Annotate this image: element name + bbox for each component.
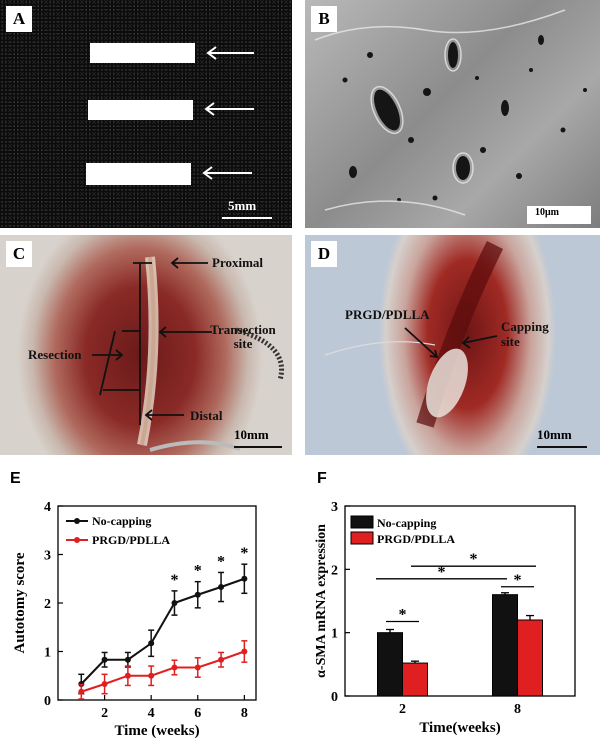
y-axis-label: α-SMA mRNA expression: [314, 524, 329, 678]
y-tick-label: 3: [44, 549, 51, 564]
data-point: [241, 648, 248, 655]
distal-annotation: Distal: [190, 408, 223, 423]
panel-c-scale-label: 10mm: [234, 427, 269, 442]
panel-b: B 10μm: [305, 0, 600, 228]
data-point: [78, 688, 85, 695]
data-point: [171, 600, 178, 606]
legend-marker: [74, 537, 80, 543]
significance-star: *: [470, 551, 478, 568]
arrows-overlay: [202, 46, 272, 219]
series-line-2: [80, 650, 245, 693]
scaffold-strip-1: [90, 43, 195, 63]
panel-a-scale-label: 5mm: [228, 198, 257, 213]
x-tick-label: 8: [514, 702, 521, 717]
panel-f-label: F: [317, 470, 327, 487]
y-tick-label: 3: [331, 500, 338, 515]
autotomy-line-chart: 0 1 2 3 4 2 4 6 8 Time (weeks) Autotomy score No-ca…: [12, 500, 257, 739]
data-point: [148, 672, 155, 679]
significance-star: *: [438, 564, 446, 581]
sem-texture: [314, 9, 591, 224]
significance-star: *: [399, 607, 407, 624]
sma-bar-chart: 0 1 2 3α-SMA mRNA expression Time(weeks) 2 8 No…: [314, 500, 576, 736]
y-tick-label: 0: [331, 690, 338, 705]
y-tick-label: 0: [44, 694, 51, 709]
y-tick-label: 2: [44, 597, 51, 612]
y-tick-label: 1: [44, 646, 51, 661]
data-point: [148, 640, 155, 647]
resection-annotation: Resection: [28, 347, 82, 362]
scaffold-strip-2: [88, 100, 193, 120]
x-axis-label: Time (weeks): [114, 723, 199, 739]
y-tick-label: 2: [331, 563, 338, 578]
transection-site-annotation: Transection site: [210, 322, 276, 351]
legend-label: PRGD/PDLLA: [377, 532, 455, 546]
significance-star: *: [217, 553, 225, 570]
bar: [517, 619, 543, 697]
panel-d: D PRGD/PDLLA Capping site 10mm: [305, 235, 600, 455]
data-point: [194, 591, 201, 598]
significance-star: *: [170, 572, 178, 589]
panel-f: F 0 1 2 3 α-SMA mRNA expression Time(weeks) 2 8…: [305, 468, 600, 740]
legend-swatch: [350, 515, 374, 529]
y-tick-label: 4: [44, 500, 51, 515]
y-tick-label: 1: [331, 627, 338, 642]
data-point: [101, 656, 108, 663]
x-tick-label: 4: [148, 706, 155, 721]
significance-star: *: [240, 545, 248, 562]
panel-e: E 0 1 2 3 4 2 4 6 8 Time (weeks) Autotomy score No-…: [0, 468, 300, 740]
data-point: [171, 664, 178, 671]
x-tick-label: 8: [241, 706, 248, 721]
panel-d-label: D: [311, 241, 337, 267]
surgery-overlay-c: [92, 256, 284, 452]
capping-site-annotation: Capping site: [501, 319, 549, 349]
proximal-annotation: Proximal: [212, 255, 264, 270]
data-point: [124, 656, 131, 663]
legend-label: No-capping: [377, 516, 436, 530]
significance-star: *: [194, 563, 202, 580]
scaffold-strip-3: [86, 163, 191, 185]
legend-marker: [74, 518, 80, 524]
material-annotation: PRGD/PDLLA: [345, 307, 430, 322]
panel-c-label: C: [6, 241, 32, 267]
series-line-1: [80, 577, 245, 685]
legend-swatch: [350, 531, 374, 545]
bar: [492, 594, 518, 697]
bar: [402, 662, 428, 697]
surgery-overlay-d: [324, 240, 587, 448]
x-axis-label: Time(weeks): [419, 720, 500, 736]
plot-frame: [344, 505, 576, 697]
legend-label: No-capping: [92, 514, 151, 528]
data-point: [194, 664, 201, 671]
data-point: [101, 680, 108, 687]
data-point: [124, 672, 131, 679]
x-tick-label: 2: [399, 702, 406, 717]
legend-label: PRGD/PDLLA: [92, 533, 170, 547]
bar: [377, 632, 403, 697]
panel-b-scale-label: 10μm: [535, 207, 559, 218]
panel-b-label: B: [311, 6, 337, 32]
x-tick-label: 2: [101, 706, 108, 721]
panel-e-label: E: [10, 470, 21, 487]
panel-a: A 5mm: [0, 0, 292, 228]
data-point: [218, 656, 225, 663]
x-tick-label: 6: [194, 706, 201, 721]
panel-c: C Proximal Transection site Resection Di…: [0, 235, 292, 455]
data-point: [241, 575, 248, 582]
panel-d-scale-label: 10mm: [537, 427, 572, 442]
significance-star: *: [514, 572, 522, 589]
y-axis-label: Autotomy score: [12, 552, 28, 653]
panel-a-label: A: [6, 6, 32, 32]
data-point: [218, 583, 225, 590]
